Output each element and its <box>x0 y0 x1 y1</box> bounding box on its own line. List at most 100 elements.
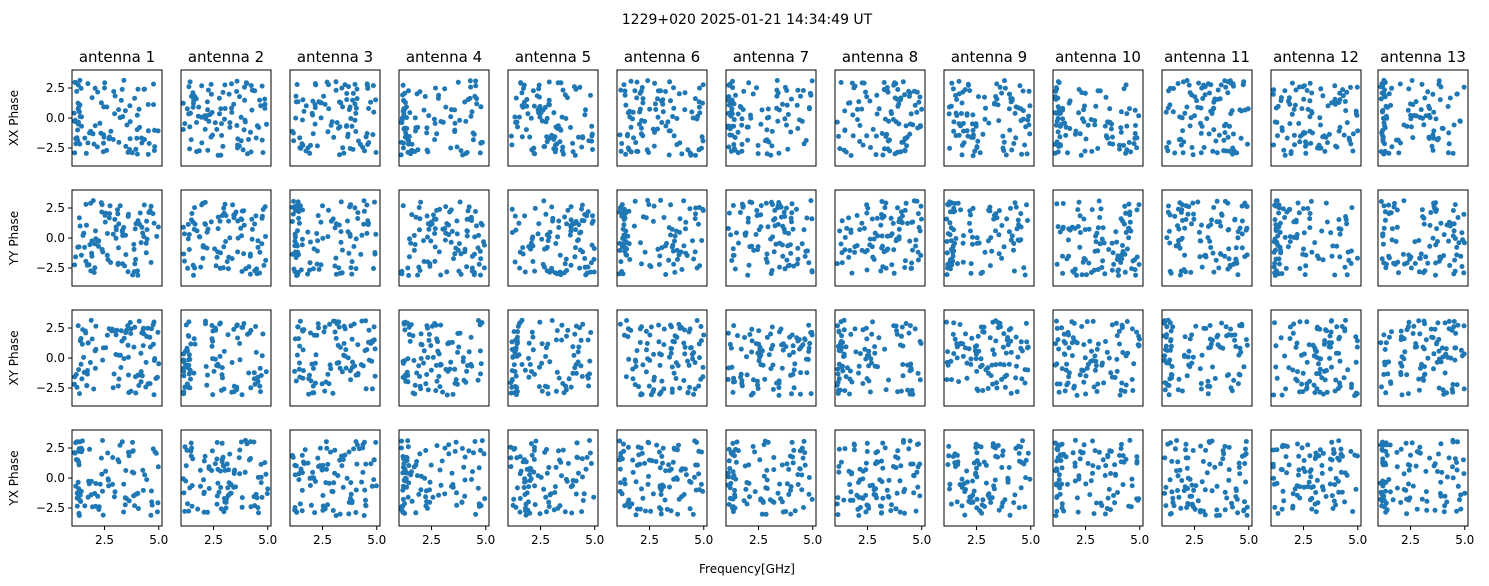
scatter-point <box>1025 117 1031 123</box>
scatter-point <box>976 94 981 100</box>
scatter-point <box>1131 141 1137 147</box>
scatter-point <box>125 149 131 155</box>
scatter-point <box>587 450 593 456</box>
scatter-point <box>1015 354 1021 360</box>
scatter-point <box>313 352 319 358</box>
scatter-point <box>511 362 517 368</box>
scatter-point <box>618 87 624 93</box>
scatter-point <box>296 471 302 477</box>
scatter-point <box>134 112 140 118</box>
scatter-point <box>348 491 354 497</box>
scatter-point <box>585 337 591 343</box>
scatter-point <box>443 204 449 210</box>
scatter-point <box>1408 265 1414 271</box>
scatter-point <box>1319 228 1325 234</box>
scatter-point <box>253 213 259 219</box>
scatter-point <box>917 94 923 100</box>
scatter-point <box>863 460 869 466</box>
scatter-point <box>482 496 488 502</box>
scatter-point <box>294 352 300 358</box>
scatter-point <box>333 87 339 93</box>
scatter-point <box>675 256 680 262</box>
scatter-point <box>866 363 872 369</box>
scatter-point <box>88 268 94 274</box>
scatter-point <box>659 120 665 125</box>
scatter-point <box>119 439 125 445</box>
scatter-point <box>972 148 978 154</box>
scatter-point <box>661 215 667 220</box>
scatter-point <box>1396 150 1402 156</box>
scatter-point <box>292 472 298 478</box>
scatter-point <box>526 484 532 490</box>
scatter-point <box>1419 361 1424 367</box>
scatter-point <box>679 267 685 272</box>
scatter-point <box>954 344 960 350</box>
scatter-point <box>789 210 795 216</box>
scatter-point <box>1276 205 1282 211</box>
scatter-point <box>766 114 772 120</box>
scatter-point <box>292 368 298 374</box>
scatter-point <box>326 480 332 486</box>
scatter-point <box>864 502 870 508</box>
scatter-point <box>675 511 681 517</box>
scatter-point <box>1239 245 1245 251</box>
scatter-point <box>310 131 316 137</box>
scatter-point <box>732 453 737 459</box>
scatter-point <box>657 505 662 511</box>
scatter-point <box>417 216 423 222</box>
scatter-point <box>1189 332 1195 338</box>
scatter-point <box>312 360 318 366</box>
scatter-point <box>1099 265 1105 270</box>
scatter-point <box>758 497 764 503</box>
scatter-point <box>632 198 638 204</box>
scatter-point <box>893 506 899 512</box>
scatter-point <box>239 269 245 274</box>
scatter-point <box>900 343 906 349</box>
scatter-point <box>133 491 139 497</box>
scatter-point <box>1307 114 1313 120</box>
panel-frame <box>616 429 708 527</box>
scatter-point <box>251 370 257 376</box>
scatter-point <box>1447 263 1453 268</box>
scatter-point <box>996 507 1002 513</box>
scatter-point <box>473 83 479 89</box>
scatter-point <box>242 117 248 123</box>
scatter-point <box>330 508 336 513</box>
scatter-point <box>400 82 406 88</box>
scatter-point <box>212 246 218 252</box>
scatter-point <box>882 205 888 211</box>
scatter-point <box>1054 118 1060 124</box>
scatter-point <box>809 268 815 274</box>
scatter-point <box>1023 124 1029 130</box>
scatter-point <box>1106 247 1112 252</box>
scatter-point <box>190 456 196 462</box>
scatter-point <box>521 85 526 91</box>
scatter-point <box>1399 392 1405 398</box>
scatter-point <box>1013 135 1019 141</box>
scatter-point <box>997 324 1003 330</box>
scatter-point <box>1120 243 1125 248</box>
scatter-point <box>788 129 794 135</box>
scatter-point <box>421 238 426 244</box>
scatter-point <box>697 110 703 116</box>
scatter-point <box>848 331 854 337</box>
scatter-point <box>76 215 82 221</box>
scatter-point <box>101 134 107 140</box>
scatter-point <box>1196 80 1202 86</box>
panel-frame <box>1270 189 1362 287</box>
scatter-point <box>728 232 734 238</box>
y-tick-label: 0.0 <box>46 351 65 365</box>
scatter-point <box>564 268 570 273</box>
scatter-point <box>454 502 460 508</box>
scatter-point <box>743 486 749 492</box>
scatter-point <box>217 353 223 359</box>
scatter-point <box>883 200 889 206</box>
scatter-point <box>1027 476 1033 482</box>
scatter-point <box>889 502 894 508</box>
scatter-point <box>92 123 98 129</box>
scatter-point <box>426 331 432 337</box>
scatter-point <box>1127 219 1133 225</box>
scatter-point <box>991 216 997 222</box>
scatter-point <box>231 326 237 332</box>
scatter-point <box>1336 226 1342 232</box>
